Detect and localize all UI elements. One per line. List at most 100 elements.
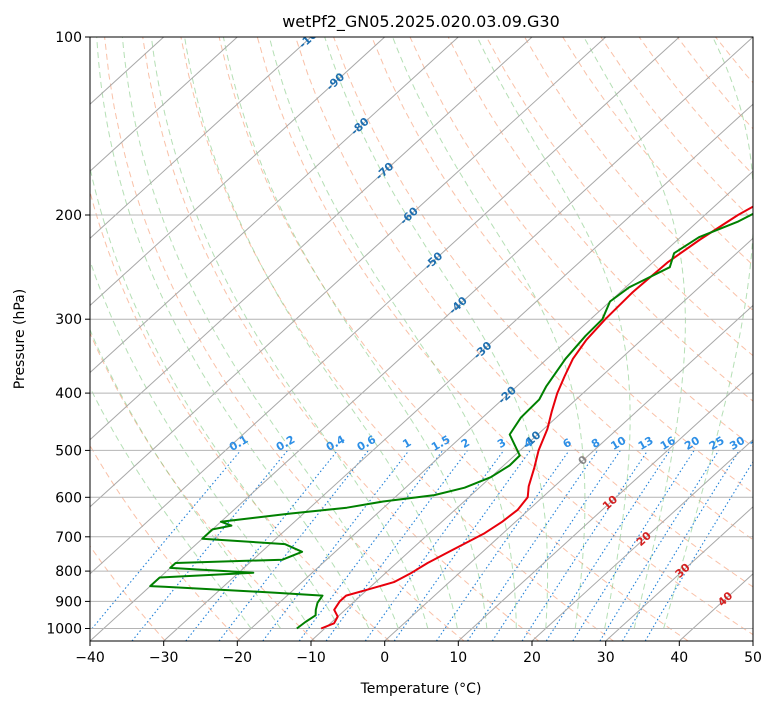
dry-adiabat [295,37,753,588]
moist-adiabat [476,37,631,629]
mixing-ratio-label: 1 [400,436,413,451]
isotherm [90,37,753,641]
isotherm [90,37,238,172]
isotherm [236,170,753,641]
dry-adiabat [371,37,753,494]
isotherm [457,371,753,641]
dry-adiabat [218,37,689,641]
plot-line-labels: -100-90-80-70-60-50-40-30-20-10010203040… [227,37,768,609]
mixing-ratio-line [435,450,570,641]
mixing-ratio-line [262,450,410,641]
y-tick-label: 700 [55,530,82,546]
y-tick-label: 100 [55,30,82,46]
x-tick-label: 0 [380,650,389,666]
dry-adiabat [485,37,753,357]
moist-adiabat [222,37,488,629]
mixing-ratio-line [298,450,444,641]
dry-adiabat [180,37,614,641]
isotherm [90,37,607,508]
mixing-ratio-line [545,450,671,641]
moist-adiabat [184,37,458,629]
axes: −40 −30 −20 −10 0 10 20 30 40 50 100 200 300 400 500 60… [46,30,762,666]
moist-adiabat [324,37,549,629]
moist-adiabat [663,37,753,629]
isotherm [90,37,312,240]
y-tick-label: 200 [55,208,82,224]
dry-adiabat [90,444,241,641]
y-tick-label: 500 [55,443,82,459]
moist-adiabat [392,37,586,629]
moist-adiabat [268,37,517,629]
mixing-ratio-label: 6 [561,436,574,451]
dry-adiabat [562,37,753,266]
y-tick-label: 1000 [46,622,82,638]
mixing-ratio-label: 3 [495,436,508,451]
sounding-line [149,212,753,630]
dry-adiabat [754,37,775,641]
plot-frame [89,36,754,642]
y-tick-label: 800 [55,564,82,580]
dry-adiabat [333,37,753,541]
mixing-ratio-line [90,450,242,632]
x-axis-label: Temperature (°C) [360,681,482,697]
x-tick-label: −40 [75,650,105,666]
x-tick-label: 50 [744,650,762,666]
plot-lines [149,205,753,630]
mixing-ratio-line [491,450,621,641]
y-axis-label: Pressure (hPa) [12,289,28,389]
dry-adiabat [142,37,540,641]
x-tick-label: −10 [296,650,326,666]
plot-background [90,37,775,641]
isotherm [605,506,753,641]
isotherm [384,304,753,641]
dry-adiabat [90,545,166,641]
dry-adiabat [409,37,753,448]
moist-adiabat [150,37,429,629]
y-tick-label: 600 [55,490,82,506]
mixing-ratio-line [131,450,289,641]
moist-adiabat [90,386,252,629]
isotherm [531,438,753,641]
mixing-ratio-label: 2 [459,436,472,451]
x-tick-label: −20 [223,650,253,666]
x-tick-label: 40 [670,650,688,666]
moist-adiabat [90,328,282,629]
dry-adiabat [256,37,753,636]
dry-adiabat [90,331,316,641]
isotherm [163,103,753,641]
isotherm [752,640,753,641]
dry-adiabat [638,37,753,176]
mixing-ratio-line [599,450,720,641]
mixing-ratio-line [364,450,505,641]
mixing-ratio-label: 8 [589,436,602,451]
mixing-ratio-line [621,450,740,641]
mixing-ratio-line [325,450,468,641]
mixing-ratio-line [572,450,695,641]
dry-adiabat [524,37,753,312]
chart-title: wetPf2_GN05.2025.020.03.09.G30 [282,12,560,32]
y-tick-label: 900 [55,594,82,610]
isotherm [90,37,533,441]
x-tick-label: 30 [597,650,615,666]
moist-adiabat [96,37,370,629]
y-tick-label: 300 [55,312,82,328]
dry-adiabat [447,37,753,402]
mixing-ratio-line [521,450,649,641]
moist-adiabat [90,259,311,629]
mixing-ratio-line [218,450,369,641]
moist-adiabat [583,37,686,629]
mixing-ratio-line [644,460,753,641]
x-tick-label: −30 [149,650,179,666]
isotherm [90,37,386,307]
sounding-line [320,205,753,630]
mixing-ratio-line [185,450,339,641]
y-tick-label: 400 [55,386,82,402]
dry-adiabat [104,37,465,641]
isotherm [310,237,753,641]
dry-adiabat [676,37,753,130]
mixing-ratio-label: 36 [748,434,768,453]
x-tick-label: 10 [449,650,467,666]
isotherm [90,37,680,575]
isotherm [90,37,459,374]
